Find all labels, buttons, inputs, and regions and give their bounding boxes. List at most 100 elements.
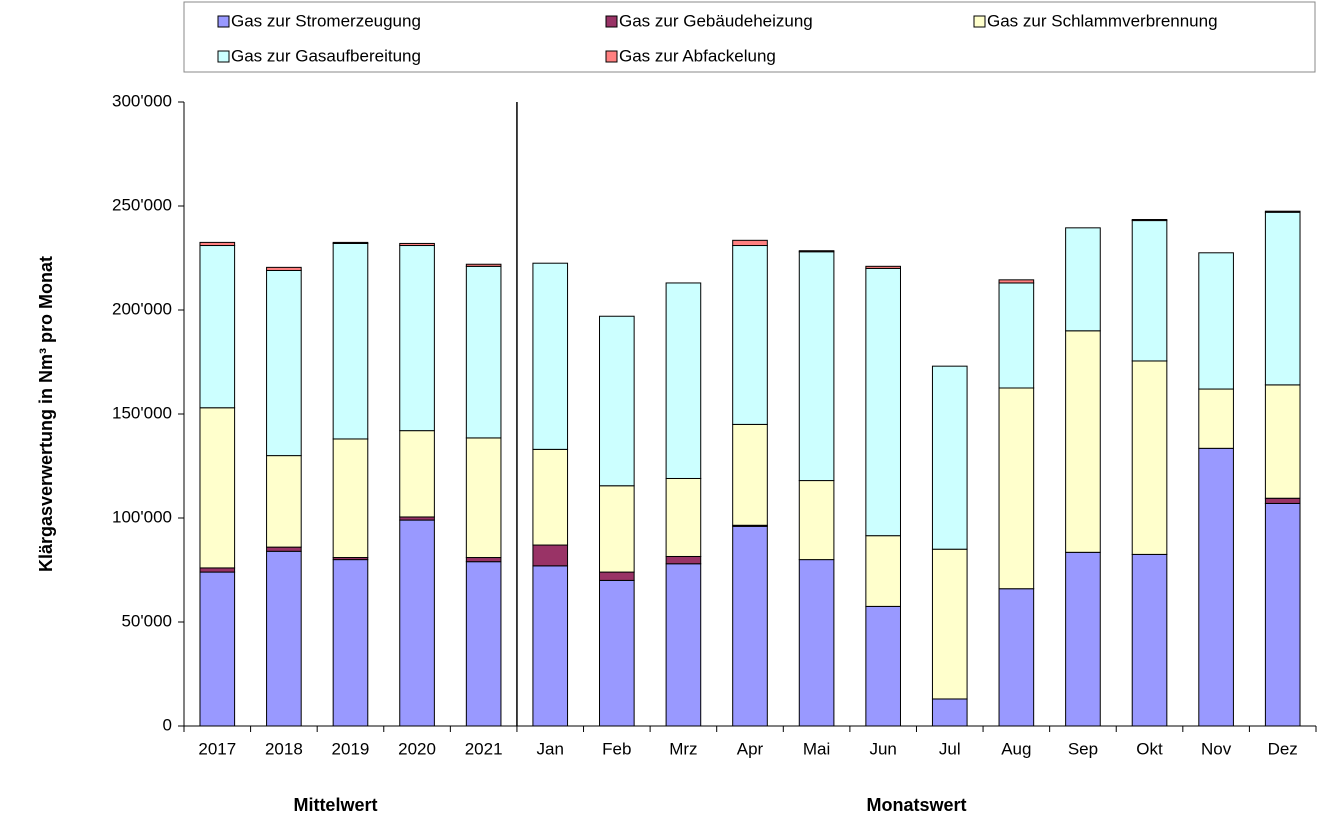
bar-segment xyxy=(1065,330,1101,553)
bar-segment xyxy=(465,437,502,559)
legend-swatch xyxy=(217,50,230,63)
bar-segment xyxy=(332,438,369,559)
y-tick-label: 250'000 xyxy=(112,195,172,214)
legend-label: Gas zur Abfackelung xyxy=(619,46,776,65)
bar-segment xyxy=(665,477,702,557)
bar-segment xyxy=(266,455,302,548)
bar-segment xyxy=(798,251,835,482)
bar-segment xyxy=(998,588,1035,727)
bar-segment xyxy=(1131,220,1168,362)
bar-segment xyxy=(732,239,768,247)
bar-segment xyxy=(1198,252,1234,390)
bar-segment xyxy=(399,519,435,727)
bar-segment xyxy=(1264,384,1301,499)
legend-swatch xyxy=(605,50,618,63)
group-label: Monatswert xyxy=(866,795,966,815)
legend-label: Gas zur Schlammverbrennung xyxy=(987,11,1218,30)
bar-segment xyxy=(1065,227,1101,332)
bar-segment xyxy=(199,567,236,573)
x-tick-label: Mrz xyxy=(669,739,697,758)
x-tick-label: Jul xyxy=(939,739,961,758)
bar-segment xyxy=(931,548,968,700)
bar-segment xyxy=(599,485,635,573)
bar-segment xyxy=(599,315,635,487)
bar-segment xyxy=(732,525,768,727)
bar-segment xyxy=(465,557,502,563)
bar-segment xyxy=(1264,210,1301,213)
bar-segment xyxy=(1131,360,1168,555)
bar-segment xyxy=(1198,447,1234,727)
bar-segment xyxy=(199,241,236,247)
legend-swatch xyxy=(217,15,230,28)
y-tick-label: 300'000 xyxy=(112,91,172,110)
x-tick-label: 2020 xyxy=(398,739,436,758)
bar-segment xyxy=(532,448,569,546)
y-tick-label: 100'000 xyxy=(112,507,172,526)
bar-segment xyxy=(1264,502,1301,727)
x-tick-label: 2018 xyxy=(265,739,303,758)
bar-segment xyxy=(332,559,369,727)
legend-label: Gas zur Gasaufbereitung xyxy=(231,46,421,65)
x-tick-label: Sep xyxy=(1068,739,1098,758)
y-tick-label: 150'000 xyxy=(112,403,172,422)
bar-segment xyxy=(865,605,901,727)
group-label: Mittelwert xyxy=(293,795,377,815)
bar-segment xyxy=(1264,497,1301,504)
bar-segment xyxy=(1131,553,1168,727)
bar-segment xyxy=(332,242,369,440)
x-tick-label: Mai xyxy=(803,739,830,758)
bar-segment xyxy=(665,282,702,479)
bar-segment xyxy=(266,269,302,457)
bar-segment xyxy=(865,535,901,607)
x-tick-label: Nov xyxy=(1201,739,1232,758)
bar-segment xyxy=(199,407,236,569)
bar-segment xyxy=(998,282,1035,389)
bar-segment xyxy=(798,480,835,561)
legend-label: Gas zur Stromerzeugung xyxy=(231,11,421,30)
bar-segment xyxy=(1264,211,1301,386)
bar-segment xyxy=(266,266,302,271)
bar-segment xyxy=(732,423,768,526)
y-tick-label: 200'000 xyxy=(112,299,172,318)
bar-segment xyxy=(199,571,236,727)
bar-segment xyxy=(266,546,302,552)
legend-label: Gas zur Gebäudeheizung xyxy=(619,11,813,30)
legend-swatch xyxy=(605,15,618,28)
bar-segment xyxy=(665,555,702,565)
bar-segment xyxy=(998,387,1035,590)
bar-segment xyxy=(199,245,236,409)
x-tick-label: Aug xyxy=(1001,739,1031,758)
x-tick-label: 2017 xyxy=(198,739,236,758)
bar-segment xyxy=(1131,219,1168,222)
bar-segment xyxy=(1198,388,1234,449)
bar-segment xyxy=(931,365,968,550)
bar-segment xyxy=(532,544,569,567)
bar-segment xyxy=(1065,551,1101,727)
x-tick-label: Apr xyxy=(737,739,764,758)
y-tick-label: 50'000 xyxy=(121,611,172,630)
bar-segment xyxy=(798,250,835,253)
bar-segment xyxy=(332,241,369,244)
bar-segment xyxy=(465,561,502,727)
x-tick-label: Jan xyxy=(537,739,564,758)
y-tick-label: 0 xyxy=(163,715,172,734)
bar-segment xyxy=(599,579,635,727)
bar-segment xyxy=(931,698,968,727)
x-tick-label: 2019 xyxy=(332,739,370,758)
legend-box xyxy=(183,1,1316,73)
bar-segment xyxy=(532,262,569,450)
bar-segment xyxy=(732,245,768,425)
bar-segment xyxy=(532,565,569,727)
x-tick-label: Jun xyxy=(869,739,896,758)
y-axis-label: Klärgasverwertung in Nm³ pro Monat xyxy=(36,256,56,572)
bar-segment xyxy=(465,265,502,439)
legend-swatch xyxy=(973,15,986,28)
bar-segment xyxy=(465,263,502,267)
x-tick-label: Dez xyxy=(1268,739,1298,758)
bar-segment xyxy=(865,265,901,269)
bar-segment xyxy=(399,430,435,518)
x-tick-label: Okt xyxy=(1136,739,1163,758)
bar-segment xyxy=(798,559,835,727)
bar-segment xyxy=(399,242,435,247)
